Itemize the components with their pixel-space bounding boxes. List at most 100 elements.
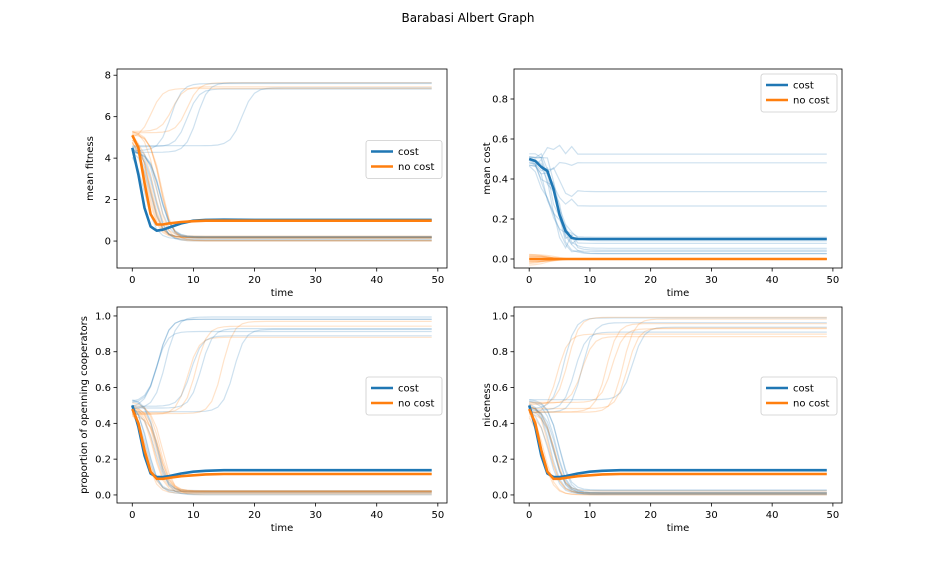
x-tick-label: 10 (584, 275, 597, 286)
run-trace (132, 411, 432, 492)
run-trace (132, 405, 432, 493)
y-tick-label: 0.2 (95, 455, 111, 466)
run-trace (528, 406, 827, 493)
run-trace (132, 325, 432, 414)
run-trace (528, 404, 827, 494)
run-trace (132, 408, 432, 492)
y-tick-label: 8 (105, 71, 111, 82)
run-trace (131, 143, 432, 238)
run-trace (529, 156, 827, 242)
run-trace (529, 328, 827, 403)
y-axis-label: proportion of openning cooperators (79, 316, 90, 494)
run-trace (529, 162, 827, 255)
run-trace (529, 413, 827, 495)
run-trace (132, 147, 432, 242)
run-trace (528, 417, 827, 496)
run-trace (529, 333, 827, 415)
run-trace (529, 331, 827, 411)
series-line-no-cost (131, 134, 432, 226)
run-trace (132, 336, 432, 416)
y-axis-label: mean cost (482, 142, 493, 194)
run-trace (131, 413, 432, 492)
run-traces (131, 316, 432, 496)
run-trace (132, 133, 432, 241)
run-trace (132, 404, 432, 496)
legend-frame (365, 376, 443, 416)
axes-frame (513, 68, 843, 269)
y-tick-label: 0.2 (492, 455, 508, 466)
axes-frame (116, 68, 448, 269)
subplot-mean-cost: 0 10 20 30 40 50 0.0 0.2 0.4 0.6 0.8 time mean cost c… (482, 68, 843, 299)
legend: cost no cost (365, 376, 443, 416)
run-trace (132, 328, 432, 409)
series-line-cost (527, 405, 827, 479)
run-trace (132, 82, 432, 134)
y-tick-label: 0.4 (492, 175, 508, 186)
y-tick-label: 0.4 (95, 419, 111, 430)
run-trace (131, 405, 432, 495)
x-tick-label: 20 (248, 275, 261, 286)
run-trace (529, 399, 827, 494)
y-tick-label: 0.8 (492, 347, 508, 358)
x-tick-label: 10 (584, 510, 597, 521)
run-trace (528, 411, 827, 496)
run-trace (132, 335, 432, 407)
subplot-opening-cooperators: 0 10 20 30 40 50 0.0 0.2 0.4 0.6 0.8 1.0 time proport… (79, 306, 448, 534)
subplot-grid: 0 10 20 30 40 50 0 2 4 6 8 time mean fitness cost no c… (79, 68, 843, 534)
legend-label-cost: cost (793, 81, 814, 92)
run-trace (132, 87, 432, 138)
legend-label-cost: cost (398, 384, 419, 395)
subplot-mean-fitness: 0 10 20 30 40 50 0 2 4 6 8 time mean fitness cost no c… (85, 68, 448, 299)
legend-frame (760, 376, 838, 416)
x-tick-label: 20 (644, 510, 657, 521)
x-tick-label: 50 (431, 275, 444, 286)
run-trace (132, 130, 432, 242)
run-trace (528, 159, 827, 253)
plot-area (528, 144, 827, 266)
run-trace (529, 158, 827, 251)
run-trace (132, 320, 432, 415)
legend-frame (365, 140, 443, 179)
x-axis-label: time (667, 523, 690, 534)
x-tick-label: 30 (705, 510, 718, 521)
run-trace (132, 400, 432, 496)
run-trace (132, 151, 432, 238)
x-tick-label: 10 (187, 275, 200, 286)
plot-area (131, 316, 432, 496)
axes-frame (116, 306, 448, 504)
run-trace (132, 406, 432, 492)
y-tick-label: 4 (105, 154, 111, 165)
x-tick-label: 50 (431, 510, 444, 521)
y-axis-label: mean fitness (85, 136, 96, 201)
y-tick-label: 1.0 (492, 311, 508, 322)
run-trace (132, 86, 432, 132)
plot-area (527, 316, 827, 496)
run-trace (529, 400, 827, 491)
run-trace (132, 151, 432, 239)
x-tick-label: 30 (309, 275, 322, 286)
axes-frame (513, 306, 843, 504)
x-tick-label: 0 (526, 510, 532, 521)
legend: cost no cost (760, 73, 838, 113)
series-line-no-cost (528, 408, 827, 481)
run-trace (132, 150, 432, 238)
run-trace (529, 336, 827, 404)
y-tick-label: 0.0 (492, 490, 508, 501)
run-trace (529, 144, 827, 159)
legend-label-no-cost: no cost (793, 96, 829, 107)
run-trace (132, 131, 432, 239)
run-trace (529, 401, 827, 494)
y-tick-label: 0.8 (95, 347, 111, 358)
run-trace (529, 406, 827, 492)
run-trace (132, 82, 432, 153)
x-axis-label: time (271, 288, 294, 299)
legend-label-no-cost: no cost (793, 399, 829, 410)
run-trace (529, 410, 827, 492)
series-line-cost (528, 157, 827, 241)
x-tick-label: 20 (644, 275, 657, 286)
run-trace (132, 399, 432, 493)
run-trace (132, 407, 432, 492)
run-trace (131, 147, 432, 238)
run-trace (132, 134, 432, 242)
run-trace (132, 82, 432, 152)
